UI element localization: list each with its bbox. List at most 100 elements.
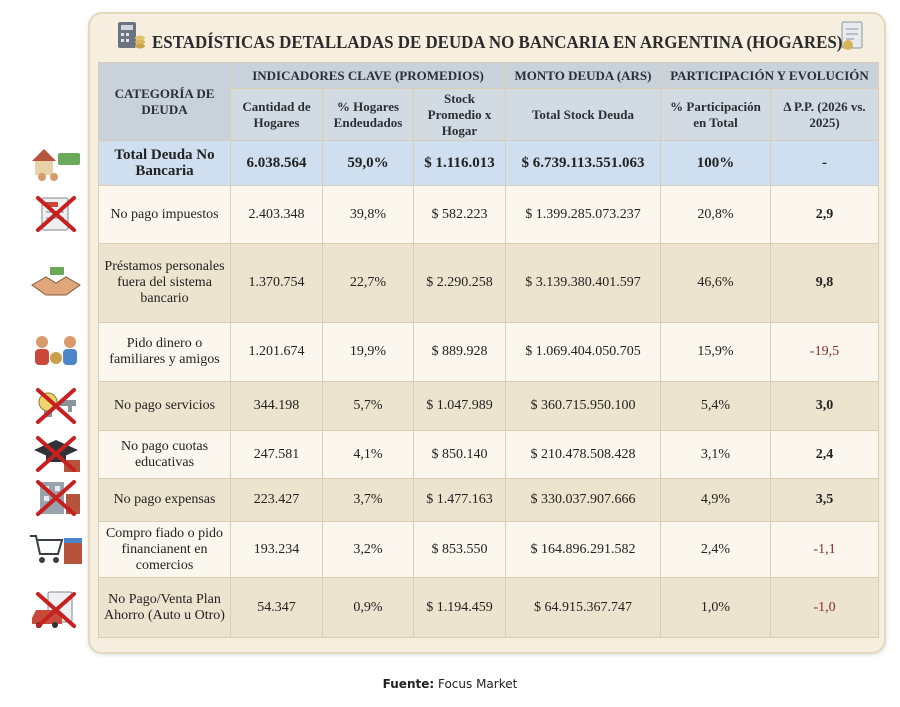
cell-stock-promedio: $ 889.928 [413, 322, 506, 382]
cell-delta: 3,0 [770, 381, 879, 431]
debt-statistics-table: CATEGORÍA DE DEUDA INDICADORES CLAVE (PR… [98, 62, 879, 638]
cell-pct-hogares: 22,7% [322, 243, 414, 323]
cell-participacion: 2,4% [660, 521, 771, 578]
house-family-money-icon [32, 149, 80, 181]
cell-total-stock: $ 360.715.950.100 [505, 381, 661, 431]
cell-participacion: 100% [660, 140, 771, 186]
source-note: Fuente: Focus Market [0, 677, 900, 691]
header-participacion: % Participación en Total [660, 88, 771, 141]
header-group-amount: MONTO DEUDA (ARS) [505, 62, 661, 89]
cell-category: Pido dinero o familiares y amigos [98, 322, 231, 382]
cell-hogares: 223.427 [230, 478, 323, 522]
cell-total-stock: $ 210.478.508.428 [505, 430, 661, 479]
graduation-cap-crossed-icon [34, 436, 80, 472]
cell-category: No pago expensas [98, 478, 231, 522]
source-label: Fuente: [382, 677, 435, 691]
cell-delta: 9,8 [770, 243, 879, 323]
cell-pct-hogares: 3,7% [322, 478, 414, 522]
cell-participacion: 4,9% [660, 478, 771, 522]
cell-pct-hogares: 0,9% [322, 577, 414, 638]
cell-participacion: 20,8% [660, 185, 771, 244]
header-group-participation: PARTICIPACIÓN Y EVOLUCIÓN [660, 62, 879, 89]
table-row: Préstamos personales fuera del sistema b… [98, 243, 879, 323]
table-row: No Pago/Venta Plan Ahorro (Auto u Otro) 5… [98, 577, 879, 638]
cell-stock-promedio: $ 1.047.989 [413, 381, 506, 431]
document-coin-icon [841, 21, 863, 50]
header-category: CATEGORÍA DE DEUDA [98, 62, 231, 141]
cell-stock-promedio: $ 853.550 [413, 521, 506, 578]
cell-hogares: 1.201.674 [230, 322, 323, 382]
cell-stock-promedio: $ 850.140 [413, 430, 506, 479]
cell-hogares: 6.038.564 [230, 140, 323, 186]
cross-mark-icon [36, 388, 76, 424]
cell-total-stock: $ 330.037.907.666 [505, 478, 661, 522]
table-row: No pago servicios 344.198 5,7% $ 1.047.989 $… [98, 381, 879, 431]
car-document-crossed-icon [32, 591, 76, 628]
table-row: No pago cuotas educativas 247.581 4,1% $ 85… [98, 430, 879, 479]
cross-mark-icon [36, 592, 76, 628]
table-row: Compro fiado o pido financianent en come… [98, 521, 879, 578]
cell-total-stock: $ 3.139.380.401.597 [505, 243, 661, 323]
cell-stock-promedio: $ 582.223 [413, 185, 506, 244]
cell-pct-hogares: 39,8% [322, 185, 414, 244]
cell-pct-hogares: 5,7% [322, 381, 414, 431]
cross-mark-icon [36, 436, 76, 472]
table-row: Pido dinero o familiares y amigos 1.201.6… [98, 322, 879, 382]
header-stock-promedio: Stock Promedio x Hogar [413, 88, 506, 141]
table-row: No pago expensas 223.427 3,7% $ 1.477.163 $ … [98, 478, 879, 522]
cell-hogares: 247.581 [230, 430, 323, 479]
cell-total-stock: $ 1.399.285.073.237 [505, 185, 661, 244]
cell-pct-hogares: 3,2% [322, 521, 414, 578]
cell-delta: 2,4 [770, 430, 879, 479]
cell-category: No pago servicios [98, 381, 231, 431]
cell-stock-promedio: $ 1.477.163 [413, 478, 506, 522]
cell-participacion: 15,9% [660, 322, 771, 382]
tax-document-crossed-icon [36, 196, 76, 232]
cell-category: No pago impuestos [98, 185, 231, 244]
cell-pct-hogares: 59,0% [322, 140, 414, 186]
header-hogares: Cantidad de Hogares [230, 88, 323, 141]
bulb-faucet-crossed-icon [36, 388, 76, 424]
cell-total-stock: $ 1.069.404.050.705 [505, 322, 661, 382]
cell-hogares: 2.403.348 [230, 185, 323, 244]
table-row: No pago impuestos 2.403.348 39,8% $ 582.223… [98, 185, 879, 244]
cell-category: No Pago/Venta Plan Ahorro (Auto u Otro) [98, 577, 231, 638]
cell-category: No pago cuotas educativas [98, 430, 231, 479]
cell-participacion: 5,4% [660, 381, 771, 431]
shopping-cart-store-icon [30, 535, 82, 564]
page-title: ESTADÍSTICAS DETALLADAS DE DEUDA NO BANC… [152, 32, 843, 52]
cell-category: Compro fiado o pido financianent en come… [98, 521, 231, 578]
building-crossed-icon [36, 480, 80, 516]
cell-stock-promedio: $ 1.116.013 [413, 140, 506, 186]
header-total-stock: Total Stock Deuda [505, 88, 661, 141]
cell-category: Total Deuda No Bancaria [98, 140, 231, 186]
header-pct-hogares: % Hogares Endeudados [322, 88, 414, 141]
cell-total-stock: $ 64.915.367.747 [505, 577, 661, 638]
cell-delta: - [770, 140, 879, 186]
cell-stock-promedio: $ 2.290.258 [413, 243, 506, 323]
handshake-money-icon [31, 267, 81, 296]
cell-total-stock: $ 164.896.291.582 [505, 521, 661, 578]
cell-category: Préstamos personales fuera del sistema b… [98, 243, 231, 323]
cell-hogares: 193.234 [230, 521, 323, 578]
cell-pct-hogares: 4,1% [322, 430, 414, 479]
source-value: Focus Market [437, 677, 518, 691]
cell-hogares: 344.198 [230, 381, 323, 431]
cell-hogares: 54.347 [230, 577, 323, 638]
cell-stock-promedio: $ 1.194.459 [413, 577, 506, 638]
cell-pct-hogares: 19,9% [322, 322, 414, 382]
total-row: Total Deuda No Bancaria 6.038.564 59,0% … [98, 140, 879, 186]
cell-delta: -19,5 [770, 322, 879, 382]
cross-mark-icon [36, 480, 76, 516]
header-group-indicators: INDICADORES CLAVE (PROMEDIOS) [230, 62, 506, 89]
cell-total-stock: $ 6.739.113.551.063 [505, 140, 661, 186]
cell-delta: -1,1 [770, 521, 879, 578]
calculator-coins-icon [118, 22, 145, 49]
cross-mark-icon [36, 196, 76, 232]
header-delta: Δ P.P. (2026 vs. 2025) [770, 88, 879, 141]
cell-participacion: 3,1% [660, 430, 771, 479]
cell-delta: 2,9 [770, 185, 879, 244]
people-money-bag-icon [35, 336, 77, 365]
cell-delta: -1,0 [770, 577, 879, 638]
cell-hogares: 1.370.754 [230, 243, 323, 323]
